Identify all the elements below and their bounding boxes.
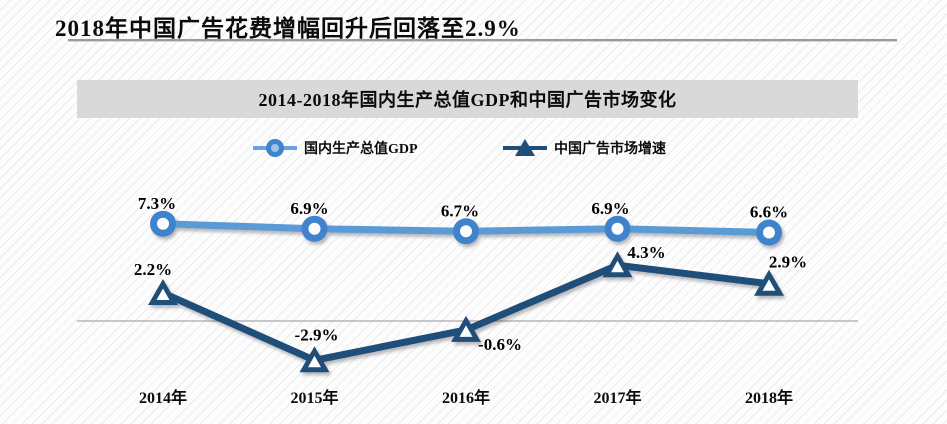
series-ad-market — [148, 251, 784, 373]
series-gdp — [150, 210, 782, 246]
data-label: 2.9% — [769, 253, 807, 272]
x-axis-label: 2014年 — [139, 388, 187, 407]
data-label: 7.3% — [138, 194, 176, 213]
data-label: -0.6% — [478, 335, 522, 354]
data-label: 2.2% — [134, 260, 172, 279]
data-label: 4.3% — [627, 243, 665, 262]
data-label: 6.9% — [591, 199, 629, 218]
gdp-line-marker-icon — [253, 139, 297, 157]
legend-label-ad-market: 中国广告市场增速 — [554, 142, 666, 157]
series-line — [159, 261, 773, 364]
data-point-marker-core — [763, 226, 775, 239]
chart-legend: 国内生产总值GDP 中国广告市场增速 — [0, 136, 947, 160]
data-label: -2.9% — [295, 325, 339, 344]
data-point-marker-core — [156, 288, 170, 300]
data-point-marker-core — [460, 225, 472, 238]
data-point-marker-core — [762, 279, 776, 291]
data-point-marker-core — [157, 217, 169, 230]
page-title: 2018年中国广告花费增幅回升后回落至2.9% — [55, 16, 521, 41]
legend-label-gdp: 国内生产总值GDP — [304, 142, 418, 157]
title-divider — [68, 39, 897, 42]
data-point-marker-core — [611, 222, 624, 235]
x-axis-label: 2015年 — [290, 388, 338, 407]
data-point-marker-core — [459, 325, 473, 337]
data-point-marker-core — [611, 260, 624, 273]
data-label: 6.7% — [441, 201, 479, 220]
x-axis-label: 2017年 — [593, 388, 641, 407]
data-label: 6.9% — [290, 199, 328, 218]
x-axis-label: 2016年 — [442, 388, 490, 407]
ad-line-marker-icon — [503, 139, 547, 156]
x-axis-label: 2018年 — [745, 388, 793, 407]
data-label: 6.6% — [750, 203, 788, 222]
legend-item-ad-market: 中国广告市场增速 — [502, 136, 666, 160]
chart-title-banner: 2014-2018年国内生产总值GDP和中国广告市场变化 — [77, 80, 858, 118]
legend-item-gdp: 国内生产总值GDP — [252, 136, 418, 160]
chart-title: 2014-2018年国内生产总值GDP和中国广告市场变化 — [258, 90, 677, 110]
data-point-marker-core — [308, 222, 321, 235]
data-point-marker-core — [308, 355, 321, 368]
